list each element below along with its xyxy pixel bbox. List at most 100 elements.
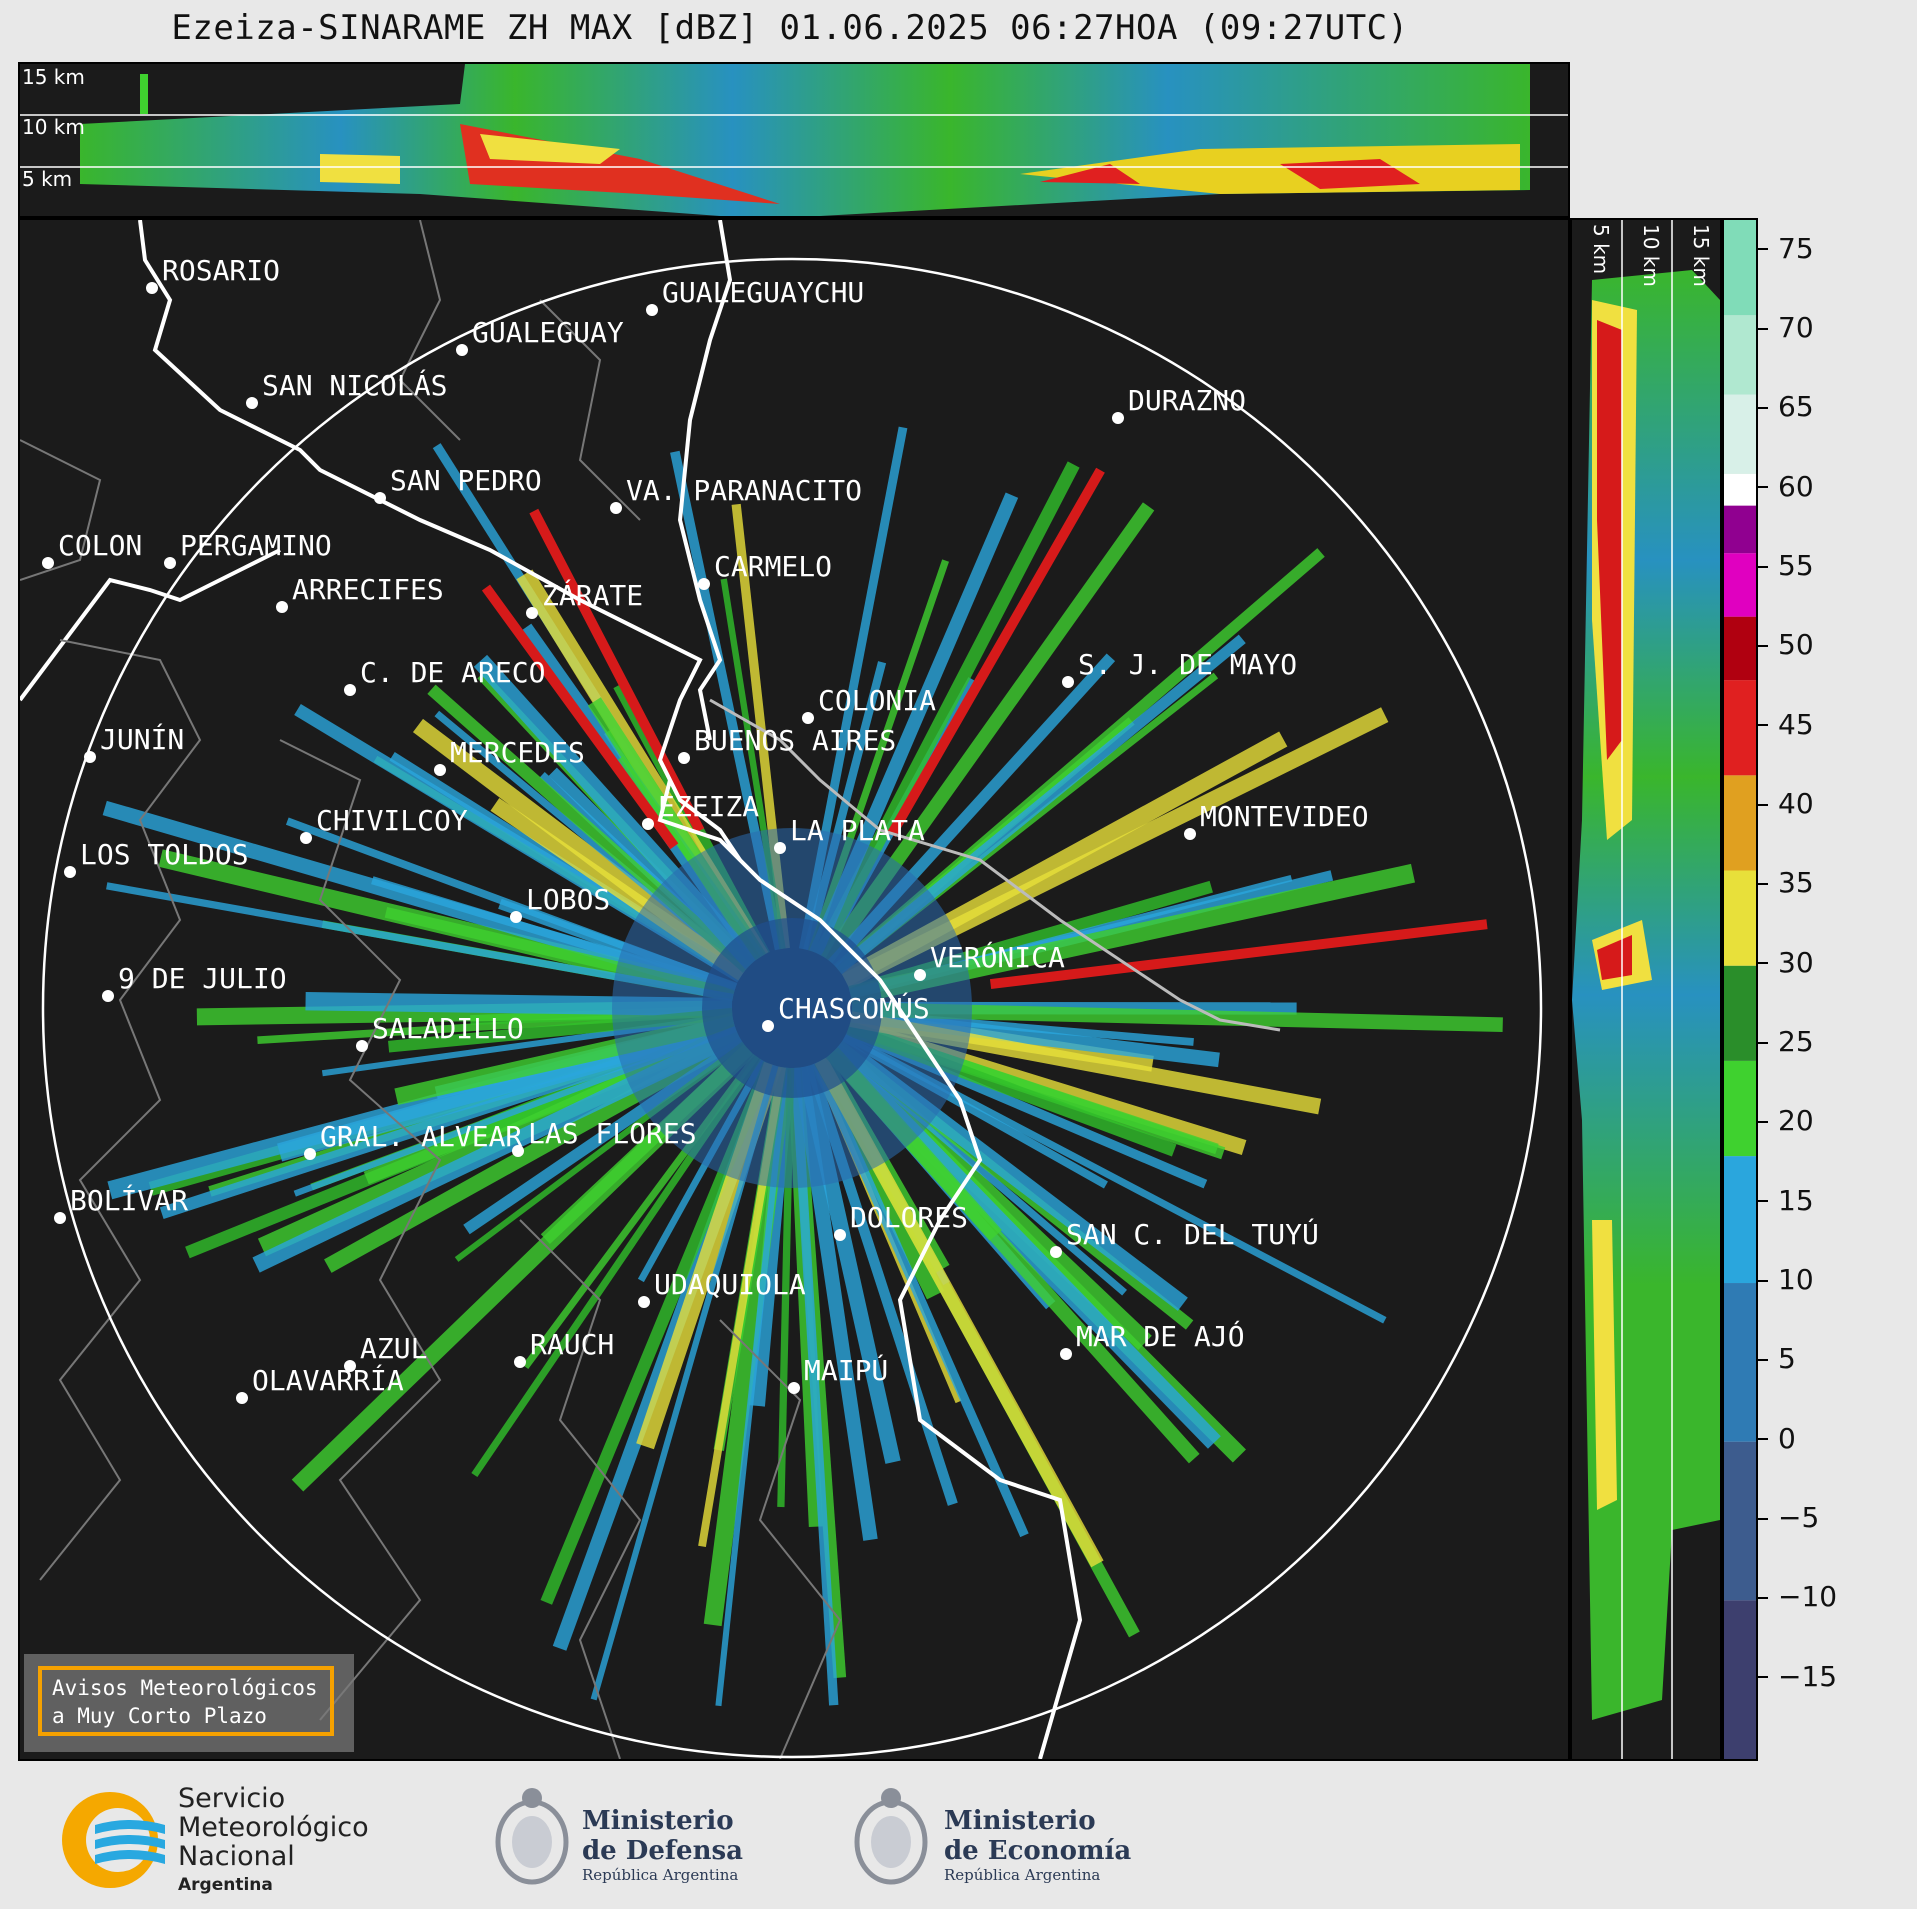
radar-map-canvas: ROSARIO GUALEGUAYCHU GUALEGUAY SAN NICOLÁS D… xyxy=(20,220,1543,1759)
city-dot xyxy=(914,969,926,981)
smn-line-2: Meteorológico xyxy=(178,1812,369,1843)
colorbar-band xyxy=(1724,965,1756,1061)
city-marker: VA. PARANACITO xyxy=(610,474,862,514)
city-label: LOS TOLDOS xyxy=(80,838,249,871)
city-dot xyxy=(102,990,114,1002)
colorbar-tick-label: 65 xyxy=(1758,390,1814,423)
city-label: COLONIA xyxy=(818,684,936,717)
defensa-seal-icon xyxy=(495,1788,569,1885)
economia-seal-icon xyxy=(854,1788,928,1885)
city-label: CHASCOMÚS xyxy=(778,991,930,1025)
colorbar-band xyxy=(1724,315,1756,395)
city-dot xyxy=(642,818,654,830)
city-marker: BUENOS AIRES xyxy=(678,724,896,764)
city-dot xyxy=(434,764,446,776)
colorbar-tick-label: 55 xyxy=(1758,549,1814,582)
city-marker: CARMELO xyxy=(698,550,832,590)
city-marker: BOLÍVAR xyxy=(54,1183,188,1224)
city-marker: GUALEGUAYCHU xyxy=(646,276,864,316)
colorbar-tick-label: 40 xyxy=(1758,787,1814,820)
city-dot xyxy=(788,1382,800,1394)
city-marker: RAUCH xyxy=(514,1328,614,1368)
warning-box[interactable]: Avisos Meteorológicos a Muy Corto Plazo xyxy=(24,1654,354,1752)
footer: Servicio Meteorológico Nacional Argentin… xyxy=(0,1770,1917,1909)
colorbar-band xyxy=(1724,870,1756,966)
city-marker: 9 DE JULIO xyxy=(102,962,287,1002)
colorbar-band xyxy=(1724,473,1756,506)
city-dot xyxy=(678,752,690,764)
city-dot xyxy=(54,1212,66,1224)
city-dot xyxy=(64,866,76,878)
smn-line-3: Nacional xyxy=(178,1841,295,1872)
city-marker: MERCEDES xyxy=(434,736,585,776)
uruguay-coast xyxy=(709,698,1281,1032)
city-label: C. DE ARECO xyxy=(360,656,545,689)
defensa-line-1: Ministerio xyxy=(582,1806,734,1836)
city-label: SAN PEDRO xyxy=(390,464,542,497)
city-label: UDAQUIOLA xyxy=(654,1268,806,1301)
city-label: SAN NICOLÁS xyxy=(262,368,447,402)
top-cross-section-plot: 15 km 10 km 5 km xyxy=(20,64,1568,216)
city-marker: ZÁRATE xyxy=(526,578,643,619)
uruguay-river-border xyxy=(677,220,733,741)
colorbar-tick-label: 20 xyxy=(1758,1104,1814,1137)
city-label: SAN C. DEL TUYÚ xyxy=(1066,1217,1319,1251)
echo-ray-strong xyxy=(989,919,1488,990)
city-marker: GUALEGUAY xyxy=(456,316,624,356)
city-marker: EZEIZA xyxy=(642,790,759,830)
city-label: S. J. DE MAYO xyxy=(1078,648,1297,681)
colorbar-band xyxy=(1724,505,1756,554)
city-layer: ROSARIO GUALEGUAYCHU GUALEGUAY SAN NICOLÁS D… xyxy=(42,254,1369,1404)
colorbar-tick-label: −15 xyxy=(1757,1660,1837,1693)
city-marker: LAS FLORES xyxy=(512,1117,697,1157)
city-label: PERGAMINO xyxy=(180,529,332,562)
top-alt-label-5: 5 km xyxy=(22,167,72,191)
echo-ray-strong xyxy=(481,584,679,850)
city-dot xyxy=(84,751,96,763)
city-label: MONTEVIDEO xyxy=(1200,800,1369,833)
city-dot xyxy=(610,502,622,514)
city-dot xyxy=(1062,676,1074,688)
city-label: ZÁRATE xyxy=(542,578,643,612)
city-dot xyxy=(344,1360,356,1372)
city-marker: GRAL. ALVEAR xyxy=(304,1120,522,1160)
city-dot xyxy=(374,492,386,504)
city-marker: COLON xyxy=(42,529,142,569)
city-marker: DOLORES xyxy=(834,1201,968,1241)
radar-range-ring xyxy=(41,257,1543,1759)
city-label: LOBOS xyxy=(526,883,610,916)
colorbar-band xyxy=(1724,220,1756,316)
colorbar-tick-label: 10 xyxy=(1758,1263,1814,1296)
colorbar-tick-label: 0 xyxy=(1758,1422,1796,1455)
city-dot xyxy=(834,1229,846,1241)
colorbar-tick-label: 45 xyxy=(1758,708,1814,741)
city-marker: LOS TOLDOS xyxy=(64,838,249,878)
city-dot xyxy=(1050,1246,1062,1258)
city-dot xyxy=(512,1145,524,1157)
city-label: LA PLATA xyxy=(790,814,925,847)
city-dot xyxy=(698,578,710,590)
city-marker: MAIPÚ xyxy=(788,1353,888,1394)
city-dot xyxy=(276,601,288,613)
city-marker: C. DE ARECO xyxy=(344,656,545,696)
city-label: CARMELO xyxy=(714,550,832,583)
economia-line-3: República Argentina xyxy=(944,1866,1101,1884)
city-marker: ARRECIFES xyxy=(276,573,444,613)
city-dot xyxy=(236,1392,248,1404)
side-cross-section: 5 km 10 km 15 km xyxy=(1570,218,1722,1761)
colorbar-tick-label: 15 xyxy=(1758,1184,1814,1217)
colorbar-band xyxy=(1724,1441,1756,1601)
colorbar-band xyxy=(1724,553,1756,617)
colorbar-band xyxy=(1724,680,1756,776)
city-marker: OLAVARRÍA xyxy=(236,1363,404,1404)
city-marker: LOBOS xyxy=(510,883,610,923)
economia-logo-text: Ministerio de Economía República Argenti… xyxy=(944,1806,1131,1884)
parana-river-border xyxy=(138,220,742,862)
colorbar-tick-label: 60 xyxy=(1758,470,1814,503)
city-label: DOLORES xyxy=(850,1201,968,1234)
city-dot xyxy=(802,712,814,724)
colorbar-band xyxy=(1724,1156,1756,1284)
colorbar-tick-label: 25 xyxy=(1758,1025,1814,1058)
radar-map: ROSARIO GUALEGUAYCHU GUALEGUAY SAN NICOLÁS D… xyxy=(18,218,1570,1761)
city-label: BOLÍVAR xyxy=(70,1183,188,1217)
